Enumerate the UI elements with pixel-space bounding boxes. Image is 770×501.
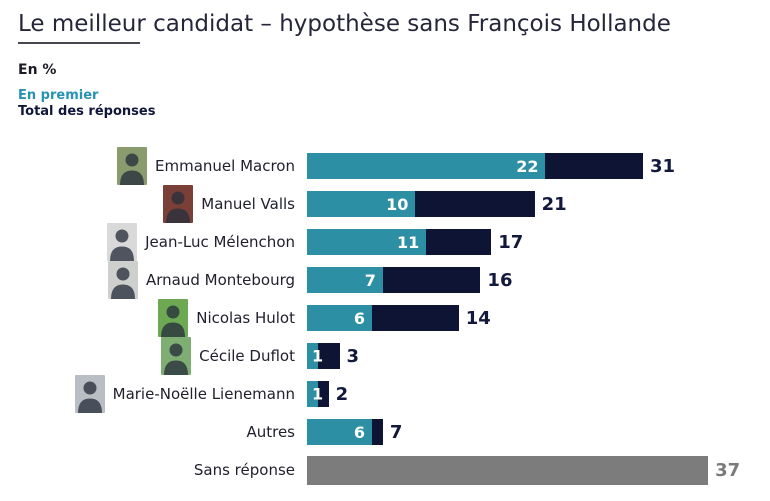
legend-item-en-premier: En premier [18,88,99,103]
bar-value-total: 31 [650,155,676,177]
bar-value-total: 16 [487,269,513,291]
bar-value-en-premier: 6 [353,308,366,328]
candidate-name: Marie-Noëlle Lienemann [112,385,295,403]
chart-row: Arnaud Montebourg 7 16 [0,261,770,299]
bar-segment-en-premier: 7 [307,267,383,293]
bar-segment-en-premier: 22 [307,153,546,179]
bar-segment-total [382,267,481,293]
bar-value-total: 17 [498,231,524,253]
bar-segment-en-premier: 11 [307,229,427,255]
bar-group: 7 16 [307,261,770,299]
bar-segment-total [415,191,535,217]
person-icon [77,381,102,413]
row-label: Autres [0,423,307,441]
bar-group: 6 14 [307,299,770,337]
person-icon [161,305,186,337]
person-icon [166,191,191,223]
bar-segment-en-premier: 10 [307,191,416,217]
bar-value-total: 7 [389,421,403,443]
bar-group: 37 [307,451,770,489]
candidate-photo [158,299,189,337]
bar-segment-total [372,419,383,445]
chart: Emmanuel Macron 22 31 Manuel Valls 10 21 Jean-… [0,147,770,489]
bar-segment-sans-reponse [307,455,709,485]
candidate-name: Nicolas Hulot [196,309,295,327]
bar-segment-total [317,343,340,369]
row-label: Emmanuel Macron [0,147,307,185]
candidate-photo [161,337,192,375]
candidate-name: Manuel Valls [201,195,295,213]
candidate-photo [107,261,138,299]
candidate-photo [117,147,148,185]
title-underline [18,42,140,44]
candidate-name: Cécile Duflot [199,347,295,365]
bar-segment-en-premier [307,343,318,369]
candidate-name: Arnaud Montebourg [145,271,295,289]
person-icon [110,267,135,299]
bar-segment-en-premier: 6 [307,305,373,331]
bar-value-sans-reponse: 37 [715,459,741,481]
row-label: Sans réponse [0,461,307,479]
row-label: Marie-Noëlle Lienemann [0,375,307,413]
page-title: Le meilleur candidat – hypothèse sans Fr… [18,11,671,37]
bar-value-en-premier: 7 [364,270,376,290]
candidate-photo [74,375,105,413]
row-label: Jean-Luc Mélenchon [0,223,307,261]
bar-group: 10 21 [307,185,770,223]
person-icon [164,343,189,375]
bar-segment-en-premier [307,381,318,407]
bar-segment-total [317,381,329,407]
bar-value-en-premier: 10 [386,194,409,214]
legend-item-total: Total des réponses [18,104,156,119]
bar-segment-total [426,229,492,255]
bar-value-total: 21 [541,193,567,215]
row-label: Arnaud Montebourg [0,261,307,299]
chart-legend: En premier Total des réponses [18,88,770,120]
row-label: Manuel Valls [0,185,307,223]
bar-value-en-premier: 22 [516,156,539,176]
bar-value-total: 2 [335,383,349,405]
bar-segment-total [372,305,459,331]
candidate-photo [107,223,138,261]
candidate-name: Jean-Luc Mélenchon [145,233,295,251]
chart-row: Manuel Valls 10 21 [0,185,770,223]
person-icon [120,153,145,185]
chart-row: Autres 6 7 [0,413,770,451]
candidate-photo [163,185,194,223]
bar-value-en-premier: 1 [312,384,324,404]
bar-value-total: 3 [346,345,360,367]
row-label: Cécile Duflot [0,337,307,375]
bar-value-en-premier: 6 [353,422,366,442]
chart-row: Nicolas Hulot 6 14 [0,299,770,337]
bar-group: 22 31 [307,147,770,185]
bar-segment-total [545,153,644,179]
chart-row-sans-reponse: Sans réponse 37 [0,451,770,489]
candidate-name: Autres [246,423,295,441]
bar-group: 11 17 [307,223,770,261]
bar-value-en-premier: 11 [396,232,420,252]
chart-row: Marie-Noëlle Lienemann 1 2 [0,375,770,413]
unit-label: En % [18,62,57,78]
bar-segment-en-premier: 6 [307,419,373,445]
bar-value-total: 14 [465,307,491,329]
person-icon [110,229,135,261]
bar-value-en-premier: 1 [312,346,324,366]
chart-row: Cécile Duflot 1 3 [0,337,770,375]
candidate-name: Sans réponse [193,461,295,479]
chart-row: Emmanuel Macron 22 31 [0,147,770,185]
candidate-name: Emmanuel Macron [155,157,295,175]
chart-row: Jean-Luc Mélenchon 11 17 [0,223,770,261]
row-label: Nicolas Hulot [0,299,307,337]
